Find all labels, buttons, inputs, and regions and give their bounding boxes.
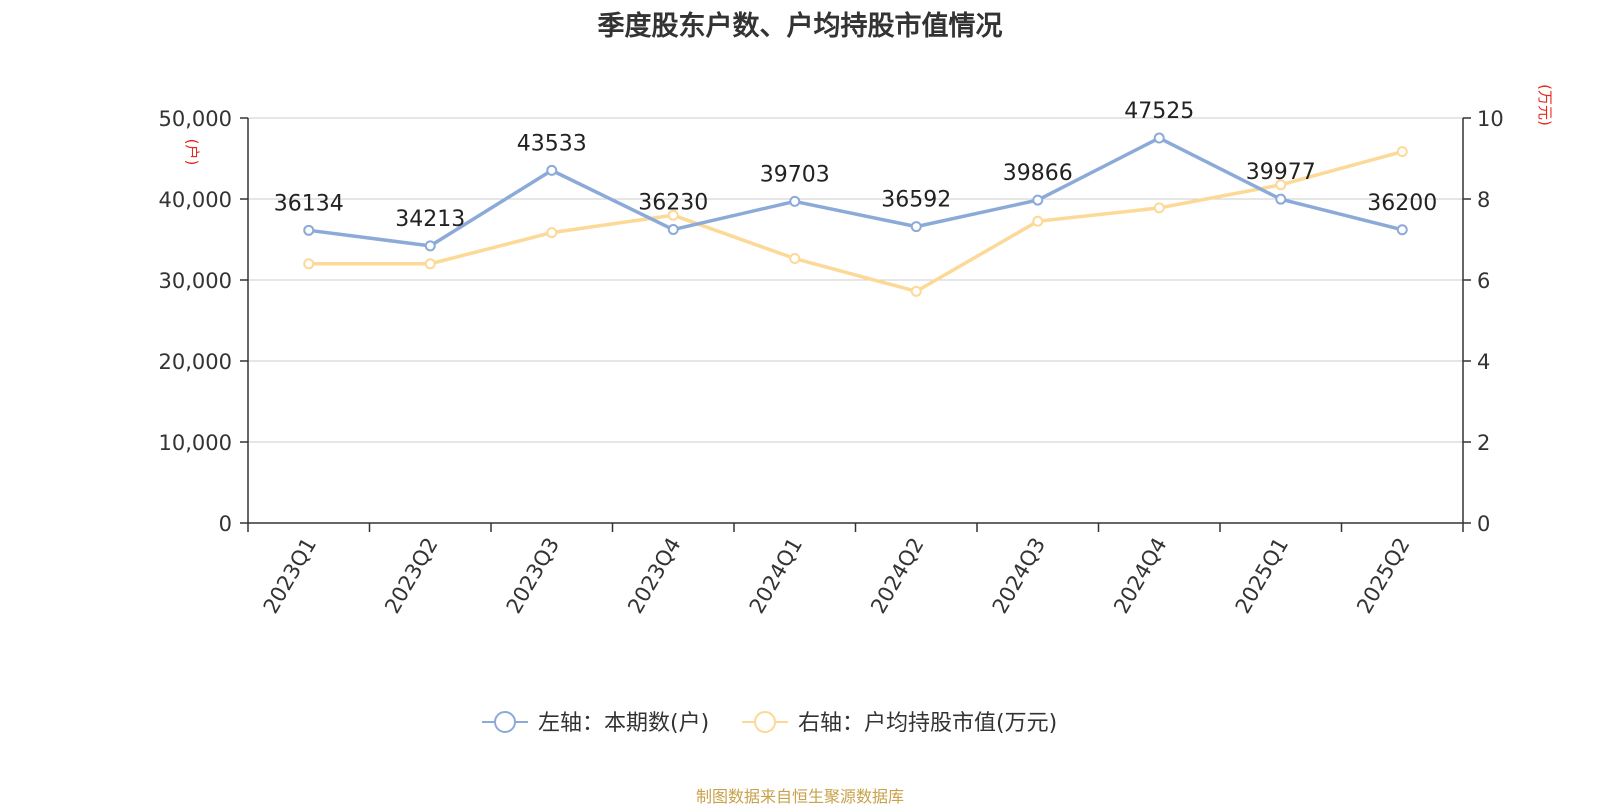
data-label: 36134 — [274, 191, 344, 216]
data-label: 39703 — [760, 162, 830, 187]
avg-holding-value-point — [667, 209, 679, 221]
legend-item-avg-holding-value[interactable]: 右轴：户均持股市值(万元) — [742, 711, 1057, 736]
shareholders-point — [910, 221, 922, 233]
left-axis-tick-label: 0 — [219, 512, 232, 536]
shareholders-point — [1396, 224, 1408, 236]
shareholders-point — [667, 224, 679, 236]
avg-holding-value-point — [789, 253, 801, 265]
left-axis-tick-label: 50,000 — [159, 107, 232, 131]
left-axis-unit: (户) — [183, 139, 201, 166]
shareholders-point — [1153, 132, 1165, 144]
shareholders-line — [307, 136, 1404, 248]
data-label: 47525 — [1124, 99, 1194, 124]
source-note: 制图数据来自恒生聚源数据库 — [695, 787, 904, 806]
left-axis-tick-label: 10,000 — [159, 431, 232, 455]
x-axis-tick-label: 2023Q3 — [502, 534, 564, 618]
legend[interactable]: 左轴：本期数(户) 右轴：户均持股市值(万元) — [482, 711, 1057, 736]
shareholders-point — [1275, 193, 1287, 205]
legend-label: 左轴：本期数(户) — [538, 711, 709, 736]
left-axis-tick-label: 40,000 — [159, 188, 232, 212]
right-axis-tick-label: 8 — [1477, 188, 1490, 212]
right-axis-tick-label: 6 — [1477, 269, 1490, 293]
data-label: 39977 — [1246, 160, 1316, 185]
avg-holding-value-point — [1032, 215, 1044, 227]
avg-holding-value-point — [1275, 179, 1287, 191]
x-axis-tick-label: 2024Q1 — [745, 534, 807, 618]
shareholders-point — [424, 240, 436, 252]
avg-holding-value-point — [424, 258, 436, 270]
data-label: 36200 — [1367, 191, 1437, 216]
right-axis-tick-label: 0 — [1477, 512, 1490, 536]
left-axis-tick-label: 30,000 — [159, 269, 232, 293]
chart-title: 季度股东户数、户均持股市值情况 — [597, 11, 1003, 42]
right-axis-unit: (万元) — [1536, 84, 1554, 126]
avg-holding-value-point — [546, 227, 558, 239]
x-axis-tick-label: 2023Q4 — [623, 534, 685, 618]
legend-marker-icon — [494, 711, 516, 733]
data-label: 36230 — [638, 191, 708, 216]
shareholders-point — [1032, 194, 1044, 206]
data-label: 34213 — [395, 207, 465, 232]
x-axis-tick-label: 2024Q2 — [866, 534, 928, 618]
left-axis-tick-label: 20,000 — [159, 350, 232, 374]
shareholders-point — [546, 164, 558, 176]
x-axis-tick-label: 2024Q3 — [988, 534, 1050, 618]
data-label: 36592 — [881, 188, 951, 213]
right-axis-tick-label: 2 — [1477, 431, 1490, 455]
x-axis-tick-label: 2025Q1 — [1231, 534, 1293, 618]
gridlines — [248, 117, 1463, 443]
avg-holding-value-point — [1153, 202, 1165, 214]
data-label: 43533 — [517, 131, 587, 156]
x-axis-tick-label: 2025Q2 — [1352, 534, 1414, 618]
avg-holding-value-point — [1396, 146, 1408, 158]
avg-holding-value-line — [307, 149, 1404, 294]
legend-item-shareholders[interactable]: 左轴：本期数(户) — [482, 711, 709, 736]
x-axis-tick-label: 2023Q1 — [259, 534, 321, 618]
shareholders-point — [303, 224, 315, 236]
data-label: 39866 — [1003, 161, 1073, 186]
shareholders-point — [789, 195, 801, 207]
right-axis-tick-label: 4 — [1477, 350, 1490, 374]
axes: 0 10,000 20,000 30,000 40,000 50,000 (户) 0 2 4 6 8 1… — [159, 84, 1554, 618]
legend-label: 右轴：户均持股市值(万元) — [798, 711, 1057, 736]
x-axis-tick-label: 2023Q2 — [380, 534, 442, 618]
legend-marker-icon — [754, 711, 776, 733]
right-axis-tick-label: 10 — [1477, 107, 1504, 131]
data-labels: 36134 34213 43533 36230 39703 36592 39866 47525… — [274, 99, 1438, 232]
x-axis-tick-label: 2024Q4 — [1109, 534, 1171, 618]
avg-holding-value-point — [303, 258, 315, 270]
series — [303, 132, 1408, 297]
avg-holding-value-point — [910, 285, 922, 297]
